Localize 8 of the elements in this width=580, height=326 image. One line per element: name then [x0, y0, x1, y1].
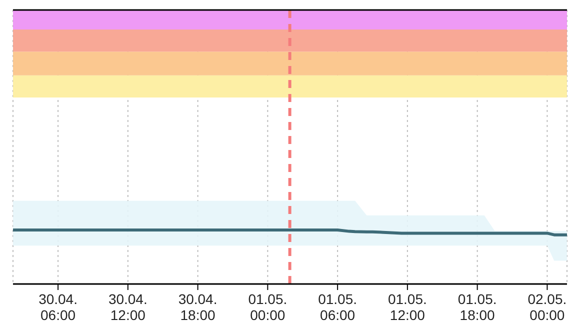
- x-tick-label: 01.05. 18:00: [458, 291, 497, 323]
- x-tick-label: 01.05. 06:00: [318, 291, 358, 323]
- x-tick-label: 30.04. 18:00: [178, 291, 218, 323]
- x-tick-label: 01.05. 00:00: [248, 291, 288, 323]
- x-tick-label: 30.04. 06:00: [38, 291, 78, 323]
- x-tick-label: 30.04. 12:00: [108, 291, 148, 323]
- x-tick-label: 02.05. 00:00: [528, 291, 567, 323]
- x-tick-label: 01.05. 12:00: [388, 291, 427, 323]
